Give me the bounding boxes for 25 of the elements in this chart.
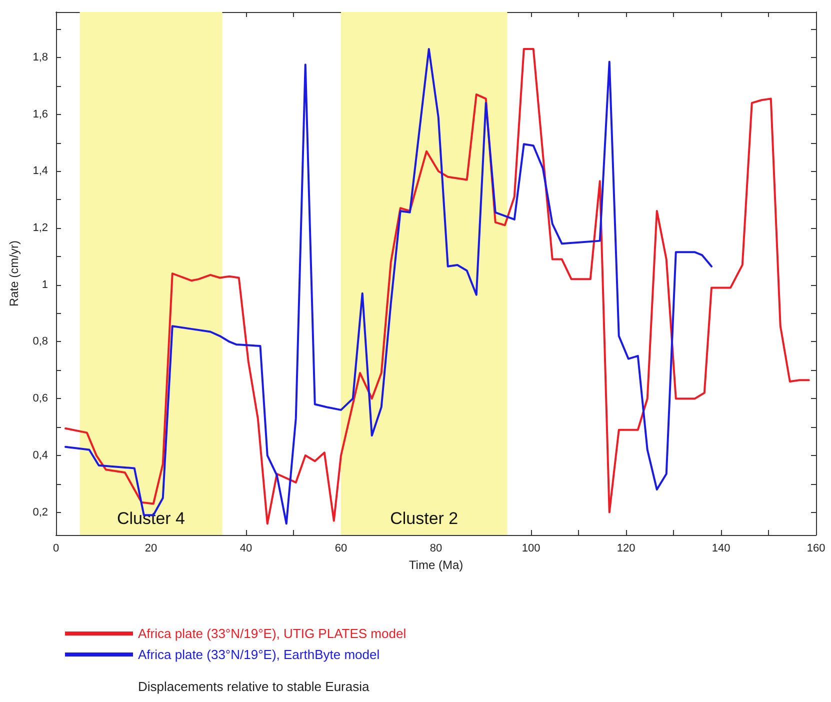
x-tick-label: 60 (334, 542, 348, 554)
band-label: Cluster 4 (116, 509, 186, 528)
y-tick-label: 0,2 (32, 506, 48, 518)
y-tick-label: 1,6 (32, 108, 48, 120)
text: Africa plate (33°N/19°E), UTIG PLATES model (138, 626, 406, 641)
y-tick-label: 1,4 (32, 165, 48, 178)
y-axis-title: Rate (cm/yr) (7, 240, 21, 306)
x-tick-label: 80 (430, 542, 442, 554)
y-tick-label: 1,8 (32, 51, 48, 64)
text: Africa plate (33°N/19°E), EarthByte model (138, 647, 380, 662)
y-tick-label: 0,4 (32, 449, 48, 462)
y-tick-label: 0,8 (32, 336, 48, 348)
band-label: Cluster 2 (390, 509, 458, 528)
x-tick-label: 0 (52, 542, 60, 554)
y-tick-label: 1,2 (32, 222, 48, 234)
x-tick-label: 140 (712, 542, 730, 554)
x-axis-title: Time (Ma) (408, 558, 464, 572)
y-tick-label: 1 (42, 278, 48, 291)
y-tick-label: 0,6 (32, 392, 48, 405)
text: Displacements relative to stable Eurasia (138, 679, 370, 694)
x-tick-label: 20 (144, 542, 158, 554)
x-tick-label: 120 (616, 542, 636, 554)
x-tick-label: 40 (240, 542, 252, 554)
x-tick-label: 100 (522, 542, 540, 554)
x-tick-label: 160 (806, 542, 826, 554)
